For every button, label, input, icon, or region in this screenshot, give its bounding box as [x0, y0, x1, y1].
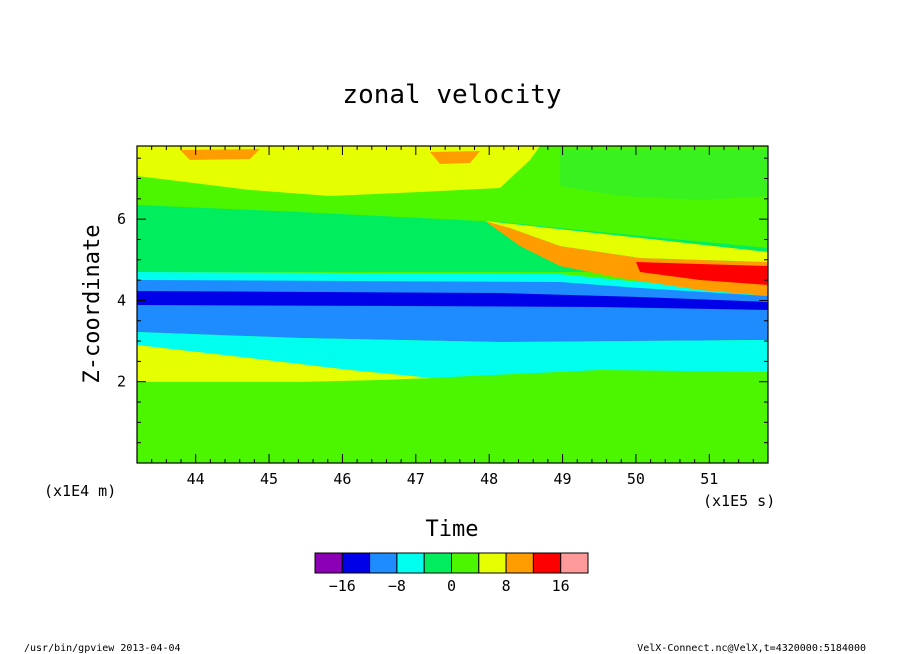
colorbar-swatch	[423, 552, 453, 574]
x-axis: 44 45 46 47 48 49 50 51	[136, 146, 769, 488]
x-unit-label: (x1E5 s)	[703, 492, 775, 510]
y-axis-label: Z-coordinate	[80, 225, 105, 384]
x-tick-label: 49	[554, 470, 572, 488]
chart-title: zonal velocity	[342, 80, 561, 110]
colorbar-swatch	[396, 552, 425, 574]
colorbar-swatch	[451, 552, 480, 574]
footer-right: VelX-Connect.nc@VelX,t=4320000:5184000	[637, 643, 866, 654]
colorbar: −16 −8 0 8 16	[314, 552, 589, 595]
colorbar-swatch	[478, 552, 507, 574]
x-tick-label: 51	[700, 470, 718, 488]
field-top-speckle-orange-2	[430, 151, 480, 164]
field-lower-wedge-inner	[137, 360, 300, 378]
plot-frame	[136, 145, 769, 464]
field-upper-jet-edge	[485, 221, 768, 262]
colorbar-swatch	[505, 552, 534, 574]
y-tick-label: 4	[117, 291, 126, 309]
x-tick-label: 46	[333, 470, 351, 488]
y-unit-label: (x1E4 m)	[44, 482, 116, 500]
colorbar-swatch	[560, 552, 589, 574]
y-tick-label: 6	[117, 210, 126, 228]
field-upper-jet-maximum	[636, 262, 768, 285]
field-jet-maximum	[137, 291, 768, 310]
x-tick-label: 47	[407, 470, 425, 488]
y-tick-label: 2	[117, 373, 126, 391]
colorbar-swatch	[532, 552, 562, 574]
x-tick-label: 45	[260, 470, 278, 488]
y-axis: 2 4 6	[117, 157, 768, 444]
colorbar-tick-label: 0	[447, 577, 456, 595]
colorbar-tick-label: −16	[329, 577, 356, 595]
x-tick-label: 44	[187, 470, 205, 488]
x-axis-label: Time	[426, 517, 479, 542]
footer-left: /usr/bin/gpview 2013-04-04	[24, 643, 181, 654]
colorbar-tick-label: −8	[388, 577, 406, 595]
x-tick-label: 48	[480, 470, 498, 488]
field-top-right-patch	[560, 150, 768, 200]
plot-field	[137, 146, 768, 463]
colorbar-tick-label: 16	[552, 577, 570, 595]
colorbar-swatch	[314, 552, 343, 574]
colorbar-swatch	[369, 552, 398, 574]
colorbar-swatch	[341, 552, 371, 574]
field-top-speckle-orange	[180, 149, 260, 160]
colorbar-tick-label: 8	[502, 577, 511, 595]
x-tick-label: 50	[627, 470, 645, 488]
